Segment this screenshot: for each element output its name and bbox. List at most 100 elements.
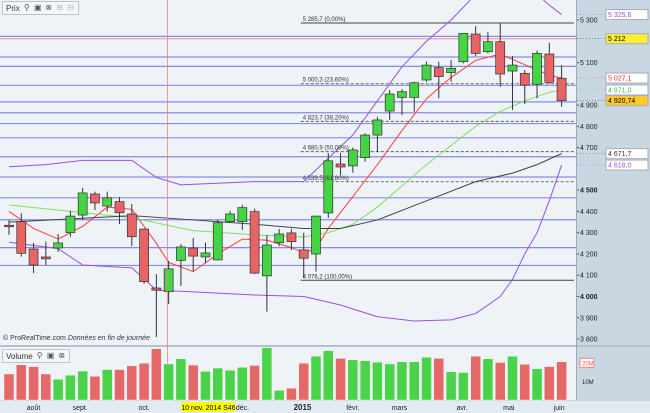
price-badge [605,72,649,84]
volume-tick-box [579,357,595,368]
price-badge-label: 5 027,1 [608,76,631,83]
volume-bar [261,347,273,401]
price-tick-label: 5 100 [580,60,598,67]
candle-up [409,82,420,98]
volume-bar [384,363,395,401]
volume-bar [359,360,371,401]
price-tick-label: 4 800 [580,124,598,131]
candle-down [90,193,100,204]
volume-bar [52,379,64,401]
volume-bar [544,366,555,401]
candle-up [483,41,493,53]
price-tick-label: 4 300 [580,230,598,237]
close-icon[interactable]: ⊗ [45,3,53,12]
candle-up [372,119,383,136]
volume-bar [28,366,39,401]
x-axis-label: mars [392,405,408,412]
close-icon[interactable]: ⊗ [58,351,66,360]
fibonacci-label: 4 823,7 (38,20%) [303,115,349,121]
fibonacci-label: 5 000,3 (23,60%) [303,78,349,84]
candle-up [274,233,285,244]
candle-down [433,67,444,77]
volume-bar [237,367,248,401]
price-badge-label: 4 671,7 [608,151,631,158]
candle-up [347,149,358,167]
price-badge-label: 5 325,6 [608,12,631,19]
volume-bar [372,361,383,401]
volume-bar [114,369,125,401]
wrench-icon[interactable]: ⚲ [36,351,43,360]
lower-band-line [8,164,563,322]
candle-up [446,67,456,73]
fibonacci-label: 5 285,7 (0,00%) [303,17,346,23]
candle-down [556,77,567,102]
price-badge [605,9,649,21]
wrench-icon[interactable]: ⚲ [23,3,30,12]
x-axis-label: juin [553,405,565,412]
candle-down [126,213,137,238]
volume-bar [102,369,113,401]
window-icon[interactable]: ▣ [46,351,55,360]
candle-up [176,246,186,261]
price-panel-label: Prix [6,3,20,13]
x-axis-label: sept. [73,405,88,412]
candle-up [360,134,370,158]
volume-bar [286,387,297,401]
volume-bar [470,355,481,401]
cursor-date-badge [181,402,236,412]
candle-up [311,215,321,255]
volume-bar [175,358,187,401]
volume-bar [249,365,260,401]
candle-down [544,53,555,83]
price-tick-label: 3 900 [580,315,598,322]
candle-down [4,224,14,228]
price-badge-label: 4 971,0 [608,87,631,94]
price-badge-label: 5 212 [608,36,626,43]
volume-bar [323,350,334,401]
price-tick-label: 4 400 [580,209,598,216]
price-tick-label: 3 800 [580,337,598,344]
credit-note: Données en fin de journée [67,335,150,342]
volume-bar [187,364,199,401]
volume-bar [16,364,27,401]
price-badge [605,33,649,45]
volume-bar [556,361,567,401]
volume-bar [89,376,101,401]
price-badge [605,84,649,96]
candle-up [397,91,407,98]
candle-up [200,252,211,258]
volume-bar [335,358,346,401]
candle-down [470,33,481,54]
price-badge [605,159,649,171]
cursor-date-label: 10 nov. 2014 S46 [181,405,235,412]
volume-bar [126,365,138,401]
price-tick-label: 4 500 [580,188,598,195]
volume-panel-label: Volume [6,351,33,361]
price-tick-label: 4 000 [580,294,598,301]
price-tick-label: 4 200 [580,251,598,258]
volume-tick-label: 20M [582,361,594,367]
volume-bar [138,363,150,401]
candle-up [212,222,223,261]
x-axis-label: 2015 [294,403,312,412]
zoom-out-icon[interactable]: ⊟ [67,3,75,12]
ma-short-line [8,53,562,273]
price-tick-label: 4 100 [580,273,598,280]
x-axis-label: oct. [138,405,149,412]
price-badge [605,148,649,160]
zoom-in-icon[interactable]: ⊞ [56,3,64,12]
fibonacci-label: 4 539,5 (61,80%) [303,176,349,182]
fibonacci-label: 4 076,2 (100,00%) [303,274,352,280]
candle-down [40,256,51,260]
candle-down [249,211,260,274]
candle-up [384,93,395,112]
candle-down [298,249,309,259]
window-icon[interactable]: ▣ [34,3,42,12]
candle-up [53,242,63,249]
candle-down [495,41,506,75]
volume-tick-label: 10M [582,380,594,386]
volume-bar [151,348,162,401]
ma-mid-line [8,89,562,238]
credit-source: © ProRealTime.com [3,335,66,342]
